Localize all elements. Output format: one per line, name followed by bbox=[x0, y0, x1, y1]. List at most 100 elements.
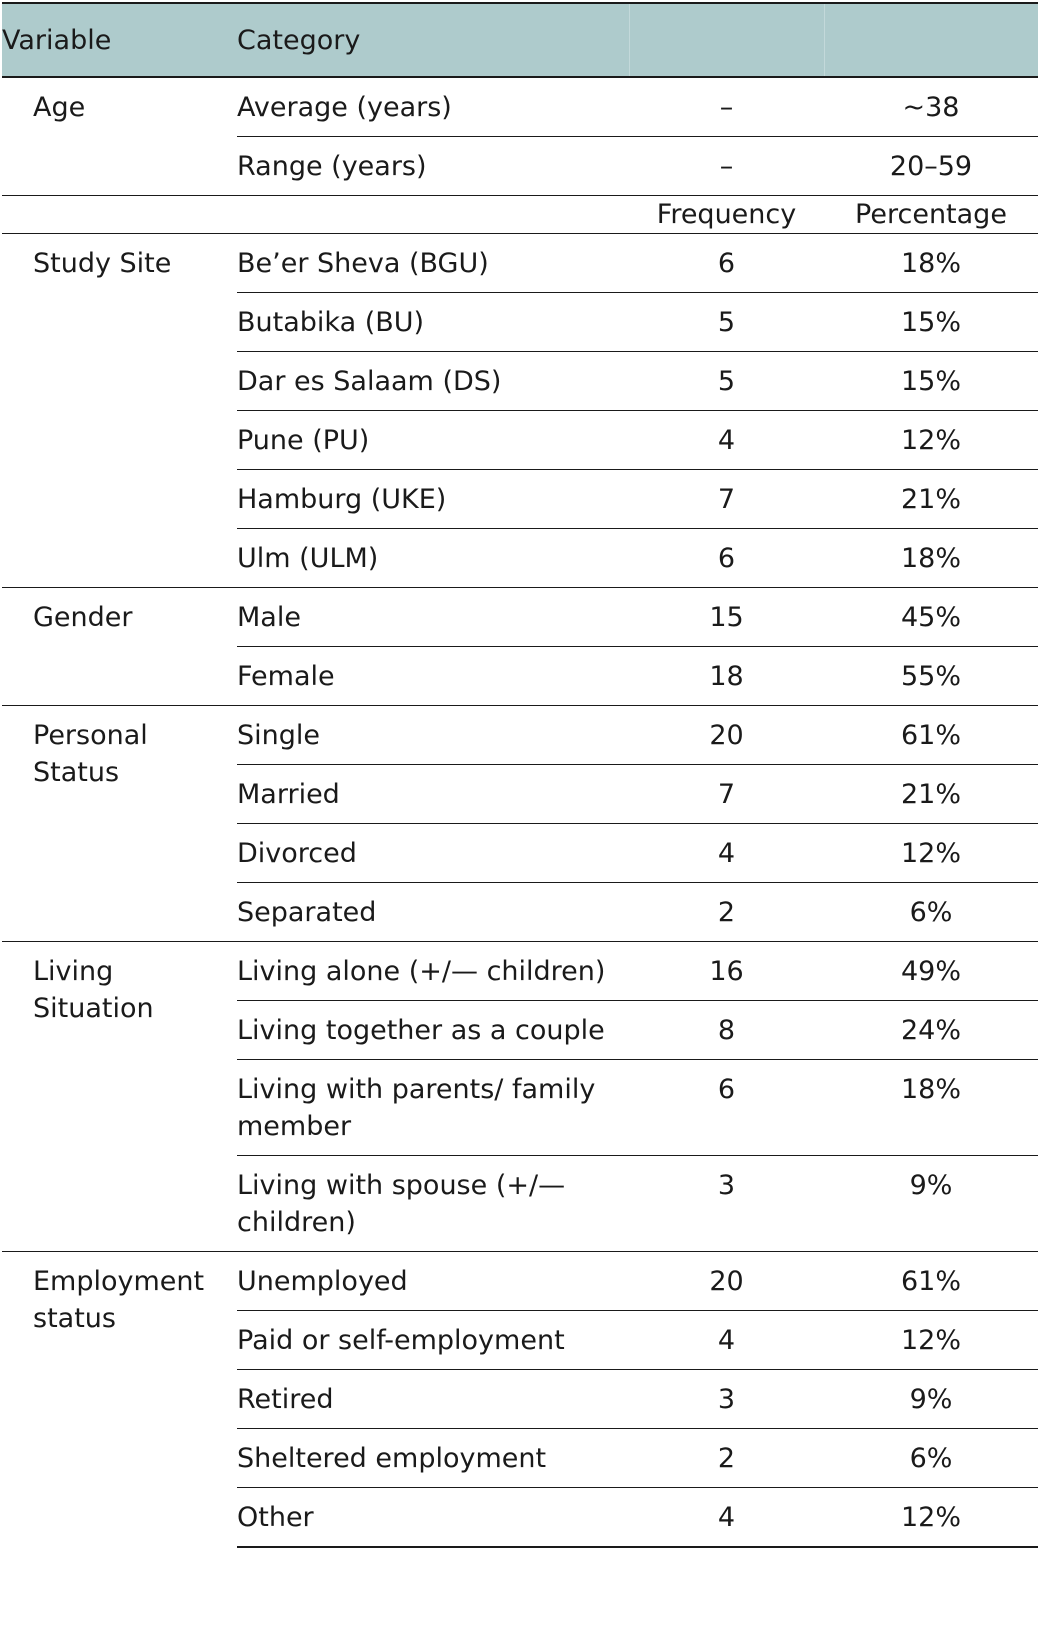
frequency-cell: 4 bbox=[629, 1487, 824, 1548]
table-row: Study Site Be’er Sheva (BGU) 6 18% bbox=[2, 233, 1038, 588]
category-cell: Female bbox=[237, 646, 629, 706]
table-body: Age Average (years) – ~38 Range (years) … bbox=[2, 77, 1038, 1548]
percentage-cell: 18% bbox=[824, 1059, 1038, 1156]
percentage-cell: 21% bbox=[824, 764, 1038, 824]
table-row: Gender Male 15 45% bbox=[2, 587, 1038, 706]
table-row: Sheltered employment 2 6% bbox=[2, 1428, 1038, 1488]
header-variable: Variable bbox=[2, 2, 237, 78]
category-cell: Separated bbox=[237, 882, 629, 942]
frequency-cell: 3 bbox=[629, 1369, 824, 1429]
table-row: Living with parents/ family member 6 18% bbox=[2, 1059, 1038, 1156]
percentage-cell: 61% bbox=[824, 705, 1038, 765]
table-row: Separated 2 6% bbox=[2, 882, 1038, 942]
percentage-cell: 12% bbox=[824, 1487, 1038, 1548]
value-cell: ~38 bbox=[902, 92, 960, 123]
percentage-cell: 12% bbox=[824, 410, 1038, 470]
table-row: Female 18 55% bbox=[2, 646, 1038, 706]
category-cell: Hamburg (UKE) bbox=[237, 469, 629, 529]
category-cell: Unemployed bbox=[237, 1251, 629, 1311]
category-cell: Married bbox=[237, 764, 629, 824]
value-cell: – bbox=[629, 136, 824, 196]
value-cell: – bbox=[719, 92, 734, 123]
table-row: Divorced 4 12% bbox=[2, 823, 1038, 883]
category-cell: Living with spouse (+/— children) bbox=[237, 1155, 629, 1252]
category-cell: Ulm (ULM) bbox=[237, 528, 629, 588]
category-cell: Paid or self-employment bbox=[237, 1310, 629, 1370]
variable-label: Study Site bbox=[2, 233, 237, 588]
frequency-cell: 15 bbox=[629, 587, 824, 647]
category-cell: Single bbox=[237, 705, 629, 765]
category-cell: Living alone (+/— children) bbox=[237, 941, 629, 1001]
table-row: Range (years) – 20–59 bbox=[2, 136, 1038, 196]
table-row: Living together as a couple 8 24% bbox=[2, 1000, 1038, 1060]
frequency-cell: 4 bbox=[629, 1310, 824, 1370]
subheader-frequency: Frequency bbox=[629, 195, 824, 234]
table-row: Employment status Unemployed 20 61% bbox=[2, 1251, 1038, 1547]
category-cell: Divorced bbox=[237, 823, 629, 883]
frequency-cell: 4 bbox=[629, 823, 824, 883]
table-row: Butabika (BU) 5 15% bbox=[2, 292, 1038, 352]
category-cell: Dar es Salaam (DS) bbox=[237, 351, 629, 411]
percentage-cell: 45% bbox=[824, 587, 1038, 647]
category-cell: Be’er Sheva (BGU) bbox=[237, 233, 629, 293]
category-cell: Average (years) bbox=[237, 92, 452, 123]
category-cell: Living together as a couple bbox=[237, 1000, 629, 1060]
table-row: Paid or self-employment 4 12% bbox=[2, 1310, 1038, 1370]
frequency-cell: 20 bbox=[629, 1251, 824, 1311]
frequency-cell: 18 bbox=[629, 646, 824, 706]
percentage-cell: 6% bbox=[824, 1428, 1038, 1488]
table-header: Variable Category bbox=[2, 2, 1038, 78]
table-row: Retired 3 9% bbox=[2, 1369, 1038, 1429]
category-cell: Male bbox=[237, 587, 629, 647]
percentage-cell: 24% bbox=[824, 1000, 1038, 1060]
percentage-cell: 18% bbox=[824, 528, 1038, 588]
table-row: Personal Status Single 20 61% bbox=[2, 705, 1038, 942]
table-row: Dar es Salaam (DS) 5 15% bbox=[2, 351, 1038, 411]
table-row: Living with spouse (+/— children) 3 9% bbox=[2, 1155, 1038, 1252]
subheader-blank bbox=[2, 195, 237, 234]
header-col4 bbox=[823, 2, 1038, 78]
frequency-cell: 7 bbox=[629, 764, 824, 824]
percentage-cell: 12% bbox=[824, 1310, 1038, 1370]
percentage-cell: 61% bbox=[824, 1251, 1038, 1311]
category-cell: Butabika (BU) bbox=[237, 292, 629, 352]
value-cell: 20–59 bbox=[824, 136, 1038, 196]
frequency-cell: 4 bbox=[629, 410, 824, 470]
frequency-cell: 20 bbox=[629, 705, 824, 765]
table-row: Pune (PU) 4 12% bbox=[2, 410, 1038, 470]
category-cell: Living with parents/ family member bbox=[237, 1059, 629, 1156]
frequency-cell: 2 bbox=[629, 882, 824, 942]
category-cell: Pune (PU) bbox=[237, 410, 629, 470]
subheader-blank bbox=[237, 195, 629, 234]
frequency-cell: 6 bbox=[629, 1059, 824, 1156]
percentage-cell: 55% bbox=[824, 646, 1038, 706]
frequency-cell: 5 bbox=[629, 351, 824, 411]
category-cell: Retired bbox=[237, 1369, 629, 1429]
table-row: Other 4 12% bbox=[2, 1487, 1038, 1548]
frequency-cell: 7 bbox=[629, 469, 824, 529]
percentage-cell: 6% bbox=[824, 882, 1038, 942]
percentage-cell: 9% bbox=[824, 1369, 1038, 1429]
header-category: Category bbox=[237, 2, 629, 78]
percentage-cell: 18% bbox=[824, 233, 1038, 293]
table-row: Age Average (years) – ~38 bbox=[2, 77, 1038, 137]
variable-label: Living Situation bbox=[2, 941, 237, 1252]
subheader-percentage: Percentage bbox=[824, 195, 1038, 234]
table-row: Hamburg (UKE) 7 21% bbox=[2, 469, 1038, 529]
table-row: Ulm (ULM) 6 18% bbox=[2, 528, 1038, 588]
frequency-cell: 5 bbox=[629, 292, 824, 352]
percentage-cell: 21% bbox=[824, 469, 1038, 529]
variable-label-age: Age bbox=[33, 92, 86, 123]
frequency-cell: 6 bbox=[629, 233, 824, 293]
percentage-cell: 15% bbox=[824, 292, 1038, 352]
variable-label: Personal Status bbox=[2, 705, 237, 942]
frequency-cell: 8 bbox=[629, 1000, 824, 1060]
frequency-cell: 2 bbox=[629, 1428, 824, 1488]
variable-label: Gender bbox=[2, 587, 237, 706]
frequency-cell: 16 bbox=[629, 941, 824, 1001]
percentage-cell: 9% bbox=[824, 1155, 1038, 1252]
variable-label: Employment status bbox=[2, 1251, 237, 1547]
frequency-cell: 3 bbox=[629, 1155, 824, 1252]
category-cell: Other bbox=[237, 1487, 629, 1548]
table-row: Married 7 21% bbox=[2, 764, 1038, 824]
